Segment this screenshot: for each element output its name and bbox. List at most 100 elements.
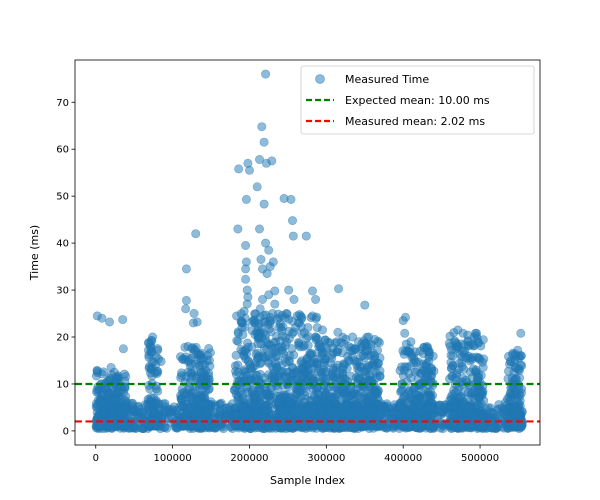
data-point [372, 388, 382, 398]
data-point [200, 411, 210, 421]
data-point [176, 400, 186, 410]
data-point [458, 328, 468, 338]
data-point [341, 392, 351, 402]
data-point [370, 351, 380, 361]
y-tick-label: 70 [56, 98, 69, 109]
x-tick-label: 500000 [461, 453, 499, 464]
data-point [241, 194, 251, 204]
data-point [456, 421, 466, 431]
data-point [156, 356, 166, 366]
data-point [339, 339, 349, 349]
data-point [288, 375, 298, 385]
data-point [255, 304, 265, 314]
data-point [395, 401, 405, 411]
data-point [234, 164, 244, 174]
data-point [271, 359, 281, 369]
data-point [292, 311, 302, 321]
data-point [284, 357, 294, 367]
data-point [181, 304, 191, 314]
x-tick-label: 0 [93, 453, 99, 464]
data-point [416, 368, 426, 378]
data-point [448, 409, 458, 419]
data-point [295, 342, 305, 352]
data-point [306, 415, 316, 425]
data-point [239, 306, 249, 316]
data-point [98, 398, 108, 408]
data-point [291, 367, 301, 377]
data-point [311, 332, 321, 342]
data-point [261, 69, 271, 79]
data-point [250, 318, 260, 328]
data-point [509, 404, 519, 414]
data-point [305, 369, 315, 379]
data-point [344, 407, 354, 417]
data-point [397, 385, 407, 395]
data-point [252, 182, 262, 192]
data-point [301, 231, 311, 241]
data-point [317, 325, 327, 335]
data-point [422, 391, 432, 401]
y-tick-label: 50 [56, 192, 69, 203]
data-point [264, 290, 274, 300]
data-point [445, 331, 455, 341]
data-point [400, 362, 410, 372]
data-point [240, 365, 250, 375]
data-point [106, 362, 116, 372]
data-point [284, 285, 294, 295]
data-point [193, 350, 203, 360]
data-point [249, 390, 259, 400]
data-point [366, 339, 376, 349]
data-point [410, 347, 420, 357]
data-point [399, 393, 409, 403]
data-point [357, 409, 367, 419]
data-point [375, 421, 385, 431]
data-point [269, 337, 279, 347]
data-point [263, 415, 273, 425]
data-point [105, 317, 115, 327]
data-point [257, 122, 267, 132]
data-point [186, 373, 196, 383]
data-point [118, 315, 128, 325]
data-point [424, 367, 434, 377]
data-point [460, 401, 470, 411]
data-point [237, 409, 247, 419]
data-point [320, 335, 330, 345]
data-point [272, 351, 282, 361]
data-point [281, 308, 291, 318]
data-point [314, 341, 324, 351]
data-point [510, 362, 520, 372]
data-point [118, 344, 128, 354]
data-point [232, 336, 242, 346]
data-point [404, 420, 414, 430]
data-point [400, 328, 410, 338]
data-point [334, 284, 344, 294]
data-point [308, 403, 318, 413]
data-point [121, 391, 131, 401]
data-point [361, 346, 371, 356]
data-point [202, 355, 212, 365]
legend-frame [300, 65, 535, 135]
data-point [161, 402, 171, 412]
x-tick-label: 100000 [154, 453, 192, 464]
data-point [502, 394, 512, 404]
data-point [416, 421, 426, 431]
x-tick-label: 300000 [307, 453, 345, 464]
data-point [231, 350, 241, 360]
data-point [307, 311, 317, 321]
data-point [469, 411, 479, 421]
data-point [329, 407, 339, 417]
plot-frame [74, 59, 541, 446]
data-point [475, 392, 485, 402]
data-point [457, 358, 467, 368]
data-point [251, 349, 261, 359]
data-point [270, 299, 280, 309]
data-point [116, 408, 126, 418]
data-point [400, 312, 410, 322]
data-point [241, 274, 251, 284]
data-point [288, 231, 298, 241]
legend-label-expected-mean: Expected mean: 10.00 ms [345, 94, 490, 107]
data-point [147, 336, 157, 346]
data-point [259, 199, 269, 209]
data-point [302, 360, 312, 370]
